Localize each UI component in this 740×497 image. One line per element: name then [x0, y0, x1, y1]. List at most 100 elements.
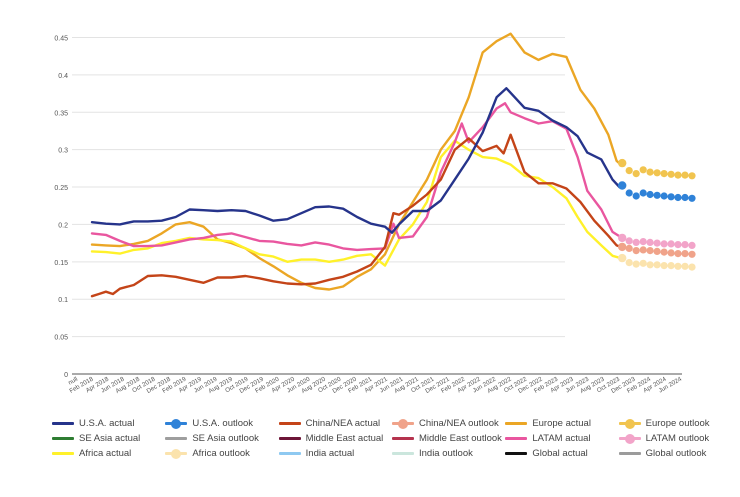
latam-outlook-point [625, 237, 633, 245]
africa-outlook-point [660, 262, 668, 270]
latam-outlook-point [639, 238, 647, 246]
europe-outlook-point [674, 171, 682, 179]
legend-row: Africa actual Africa outlook India actual I… [52, 446, 732, 461]
china-nea-outlook-point [625, 244, 633, 252]
series-line-china-nea-actual [90, 133, 622, 298]
legend-swatch [278, 449, 301, 459]
legend-item[interactable]: China/NEA outlook [391, 418, 505, 429]
series-lines [90, 32, 622, 298]
legend-item[interactable]: Africa actual [52, 448, 165, 459]
legend-item[interactable]: China/NEA actual [278, 418, 392, 429]
europe-outlook-point [618, 158, 627, 168]
africa-outlook-point [667, 262, 675, 270]
u-s-a-outlook-point [660, 192, 668, 200]
europe-outlook-point [660, 170, 668, 178]
africa-outlook-point [681, 262, 689, 270]
latam-outlook-point [688, 241, 696, 249]
legend-item[interactable]: Global actual [505, 448, 618, 459]
europe-outlook-point [639, 166, 647, 174]
series-line-europe-actual [90, 32, 622, 291]
china-nea-outlook-point [674, 250, 682, 258]
legend-label: Middle East outlook [418, 433, 502, 444]
latam-outlook-point [646, 238, 654, 246]
y-tick-label: 0.05 [54, 335, 68, 342]
africa-outlook-point [653, 261, 661, 269]
series-line-u-s-a-actual [90, 87, 621, 234]
legend-swatch [505, 419, 528, 429]
legend-item[interactable]: Global outlook [618, 448, 732, 459]
legend-label: LATAM outlook [645, 433, 710, 444]
europe-outlook-point [632, 170, 640, 178]
legend-swatch [391, 418, 414, 429]
series-line-africa-actual [90, 139, 622, 267]
africa-outlook-point [688, 263, 696, 271]
u-s-a-outlook-point [618, 181, 627, 190]
legend-label: India outlook [418, 448, 473, 459]
europe-outlook-point [625, 167, 633, 175]
china-nea-outlook-point [688, 250, 696, 258]
u-s-a-outlook-point [646, 190, 654, 199]
legend-label: Europe actual [532, 418, 591, 429]
u-s-a-outlook-point [632, 192, 640, 200]
legend-item[interactable]: Europe outlook [618, 418, 732, 429]
plot-area: 0 0.05 0.1 0.15 0.2 0.25 0.3 0.35 0.4 0.45 nullFe… [54, 32, 696, 395]
legend-label: SE Asia actual [79, 433, 141, 444]
latam-outlook-point [618, 233, 627, 243]
legend-item[interactable]: U.S.A. outlook [165, 418, 278, 429]
legend-item[interactable]: India actual [278, 448, 392, 459]
latam-outlook-point [681, 241, 689, 249]
china-nea-outlook-point [632, 247, 640, 255]
gridlines [72, 36, 565, 338]
y-tick-label: 0.3 [58, 148, 68, 155]
legend-item[interactable]: LATAM actual [505, 433, 618, 444]
latam-outlook-point [653, 239, 661, 247]
legend-swatch [52, 434, 74, 444]
y-tick-label: 0 [64, 372, 68, 379]
legend-label: China/NEA actual [305, 418, 381, 429]
y-tick-label: 0.45 [54, 35, 68, 42]
legend-item[interactable]: India outlook [391, 448, 505, 459]
legend-swatch [505, 434, 528, 444]
legend-label: Africa outlook [192, 448, 250, 459]
europe-outlook-point [667, 170, 675, 178]
china-nea-outlook-point [653, 247, 661, 255]
u-s-a-outlook-point [681, 193, 689, 202]
legend-swatch [618, 449, 641, 459]
legend-label: Africa actual [79, 448, 132, 459]
legend-label: SE Asia outlook [192, 433, 259, 444]
legend-swatch [278, 434, 301, 444]
china-nea-outlook-point [667, 249, 675, 257]
china-nea-outlook-point [646, 247, 654, 255]
legend-swatch [391, 434, 414, 444]
latam-outlook-point [667, 240, 675, 248]
legend-item[interactable]: Middle East outlook [391, 433, 505, 444]
legend-swatch [618, 433, 641, 444]
china-nea-outlook-point [681, 250, 689, 258]
legend-swatch [505, 449, 528, 459]
legend-label: Middle East actual [305, 433, 384, 444]
legend-swatch [52, 419, 74, 429]
legend-swatch [391, 449, 414, 459]
y-tick-label: 0.25 [54, 185, 68, 192]
y-axis-tick-labels: 0 0.05 0.1 0.15 0.2 0.25 0.3 0.35 0.4 0.45 [54, 35, 68, 379]
legend-label: India actual [305, 448, 355, 459]
legend-item[interactable]: Middle East actual [278, 433, 392, 444]
y-tick-label: 0.4 [58, 73, 68, 80]
legend-item[interactable]: Africa outlook [165, 448, 278, 459]
legend-label: LATAM actual [532, 433, 591, 444]
legend-swatch [165, 448, 188, 459]
legend-item[interactable]: SE Asia actual [52, 433, 165, 444]
y-tick-label: 0.35 [54, 110, 68, 117]
africa-outlook-point [639, 259, 647, 267]
y-tick-label: 0.15 [54, 260, 68, 267]
u-s-a-outlook-point [625, 189, 633, 197]
africa-outlook-point [646, 261, 654, 269]
latam-outlook-point [660, 240, 668, 248]
legend-item[interactable]: LATAM outlook [618, 433, 732, 444]
europe-outlook-point [681, 171, 689, 179]
legend-item[interactable]: SE Asia outlook [165, 433, 278, 444]
legend-item[interactable]: Europe actual [505, 418, 618, 429]
legend-row: U.S.A. actual U.S.A. outlook China/NEA act… [52, 416, 732, 431]
legend-item[interactable]: U.S.A. actual [52, 418, 165, 429]
